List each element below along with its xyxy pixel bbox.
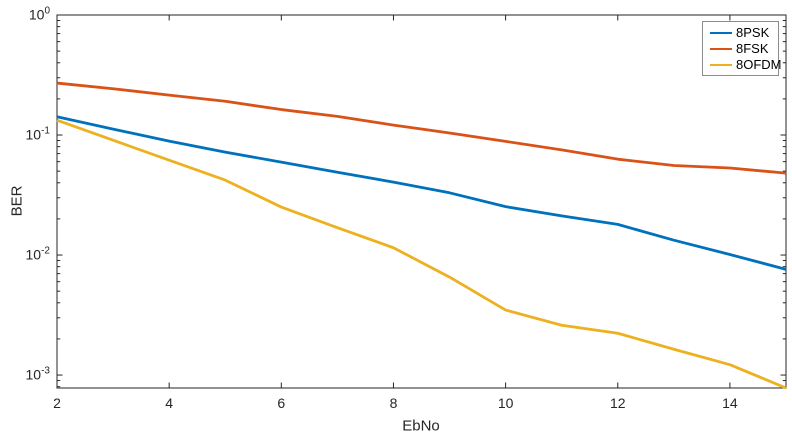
x-tick-label: 10 (498, 395, 514, 411)
x-tick-label: 6 (277, 395, 285, 411)
y-tick-label: 10-3 (26, 366, 51, 383)
legend: 8PSK 8FSK 8OFDM (702, 21, 782, 76)
legend-swatch-8fsk (710, 48, 732, 50)
legend-label: 8PSK (736, 25, 770, 40)
series-line-8ofdm (56, 118, 787, 390)
legend-label: 8OFDM (736, 57, 782, 72)
y-tick-label: 10-2 (26, 246, 51, 263)
x-tick-label: 14 (722, 395, 738, 411)
y-tick-label: 10-1 (26, 126, 51, 143)
x-tick-label: 12 (610, 395, 626, 411)
x-tick-label: 4 (165, 395, 173, 411)
x-tick-label: 8 (390, 395, 398, 411)
legend-swatch-8psk (710, 32, 732, 34)
x-tick-label: 2 (53, 395, 61, 411)
x-axis-label: EbNo (402, 417, 440, 435)
axis-ticks (56, 14, 786, 388)
y-tick-label: 100 (29, 6, 51, 23)
legend-swatch-8ofdm (710, 64, 732, 66)
legend-label: 8FSK (736, 41, 769, 56)
series-line-8psk (56, 115, 787, 271)
plot-box (56, 14, 787, 389)
series-line-8fsk (56, 81, 787, 175)
y-axis-label: BER (8, 185, 26, 217)
legend-item-8psk: 8PSK (703, 25, 778, 41)
legend-item-8ofdm: 8OFDM (703, 57, 782, 73)
legend-item-8fsk: 8FSK (703, 41, 778, 57)
